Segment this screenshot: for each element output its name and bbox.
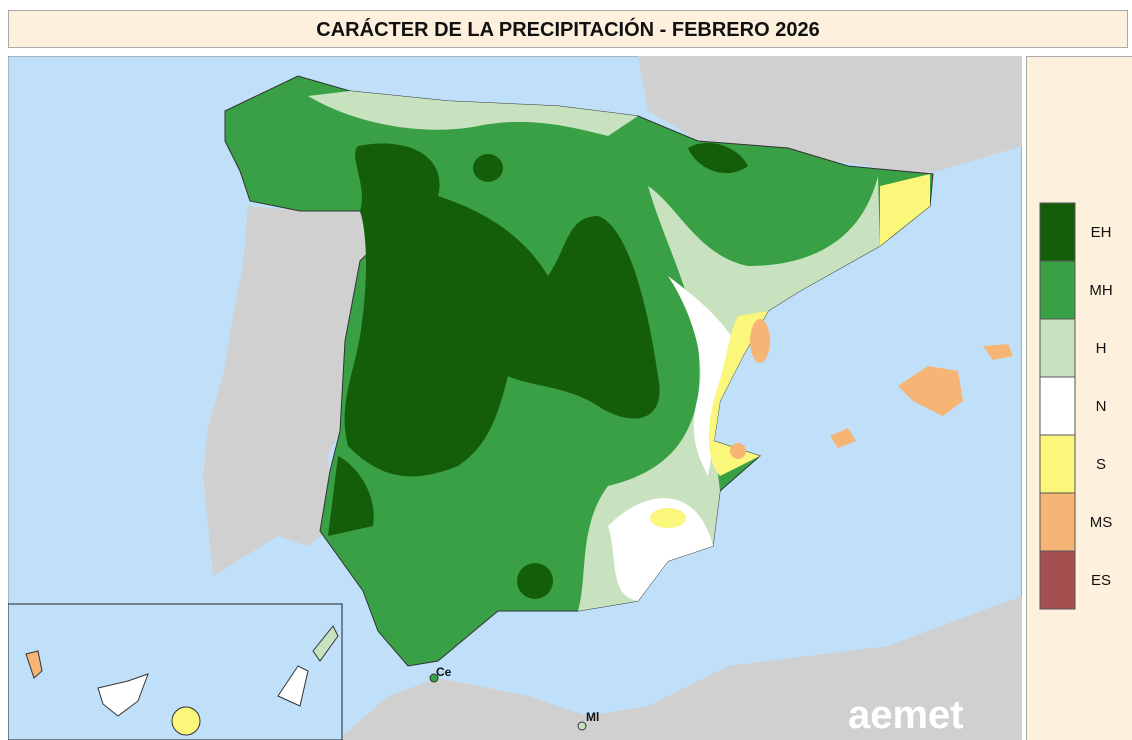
legend-swatch xyxy=(1040,319,1075,377)
legend-label: S xyxy=(1096,456,1106,473)
melilla xyxy=(578,722,586,730)
canary-island xyxy=(172,707,200,735)
legend-label: H xyxy=(1096,340,1107,357)
legend-swatch xyxy=(1040,203,1075,261)
legend-label: MS xyxy=(1090,514,1113,531)
place-label: Ce xyxy=(436,665,452,679)
legend: EH MH H N S MS ES xyxy=(1027,57,1132,740)
legend-swatch xyxy=(1040,551,1075,609)
region-ms xyxy=(750,319,770,363)
legend-label: ES xyxy=(1091,572,1111,589)
legend-label: EH xyxy=(1091,224,1112,241)
map: Ce Ml aemet xyxy=(8,56,1022,740)
legend-swatch xyxy=(1040,493,1075,551)
legend-label: MH xyxy=(1089,282,1112,299)
region-ms xyxy=(730,443,746,459)
legend-swatch xyxy=(1040,435,1075,493)
legend-swatch xyxy=(1040,377,1075,435)
region-s xyxy=(650,508,686,528)
region-eh xyxy=(473,154,503,182)
region-eh xyxy=(517,563,553,599)
legend-swatch xyxy=(1040,261,1075,319)
legend-label: N xyxy=(1096,398,1107,415)
page: CARÁCTER DE LA PRECIPITACIÓN - FEBRERO 2… xyxy=(0,0,1132,740)
map-title: CARÁCTER DE LA PRECIPITACIÓN - FEBRERO 2… xyxy=(8,10,1128,48)
logo: aemet xyxy=(848,693,964,737)
place-label: Ml xyxy=(586,710,599,724)
legend-panel: EH MH H N S MS ES xyxy=(1026,56,1132,740)
